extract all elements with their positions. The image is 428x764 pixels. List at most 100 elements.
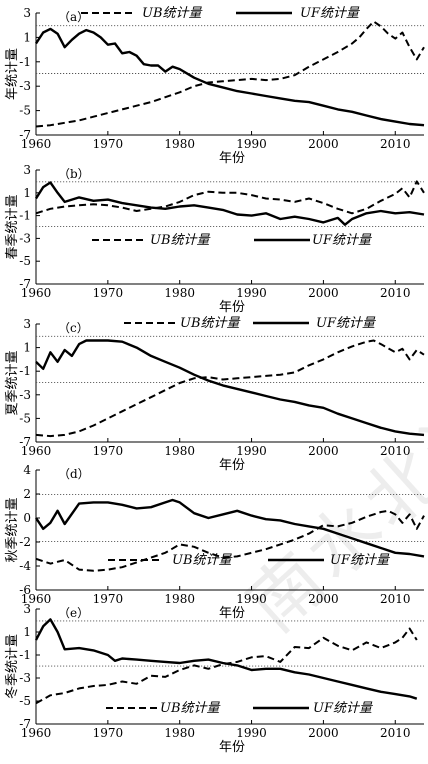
legend-uf-label: UF统计量 bbox=[330, 553, 391, 568]
panel-label: （c） bbox=[58, 321, 89, 335]
x-tick-label: 1970 bbox=[93, 444, 124, 458]
legend-ub-label: UB统计量 bbox=[142, 6, 204, 21]
panel-label: （b） bbox=[58, 167, 90, 181]
x-tick-label: 1980 bbox=[164, 726, 195, 740]
x-tick-label: 1990 bbox=[236, 137, 267, 151]
x-tick-label: 1990 bbox=[236, 444, 267, 458]
legend-ub-label: UB统计量 bbox=[172, 553, 234, 568]
y-tick-label: -1 bbox=[19, 648, 31, 662]
y-axis-label: 春季统计量 bbox=[5, 194, 20, 259]
y-tick-label: -3 bbox=[19, 671, 31, 685]
legend: UB统计量 UF统计量 bbox=[106, 701, 374, 716]
panel-label: （d） bbox=[58, 467, 90, 481]
x-axis-label: 年份 bbox=[219, 740, 245, 755]
x-tick-label: 1980 bbox=[164, 137, 195, 151]
y-tick-label: 1 bbox=[23, 186, 31, 200]
y-tick-label: 1 bbox=[23, 341, 31, 355]
y-tick-label: 2 bbox=[23, 487, 31, 501]
x-tick-label: 2010 bbox=[380, 444, 411, 458]
x-tick-label: 1970 bbox=[93, 137, 124, 151]
x-tick-label: 1960 bbox=[21, 137, 52, 151]
y-tick-label: 1 bbox=[23, 625, 31, 639]
x-tick-label: 2000 bbox=[308, 286, 339, 300]
x-tick-label: 2010 bbox=[380, 137, 411, 151]
y-tick-label: -2 bbox=[19, 535, 31, 549]
y-tick-label: -3 bbox=[19, 231, 31, 245]
y-tick-label: 3 bbox=[23, 6, 31, 20]
x-tick-label: 2010 bbox=[380, 592, 411, 606]
ub-series-line bbox=[35, 20, 425, 128]
y-tick-label: -7 bbox=[19, 277, 31, 291]
x-tick-label: 2000 bbox=[308, 444, 339, 458]
legend-ub-label: UB统计量 bbox=[160, 701, 222, 716]
legend: UB统计量 UF统计量 bbox=[81, 6, 361, 21]
x-axis-label: 年份 bbox=[219, 606, 245, 621]
x-tick-label: 1970 bbox=[93, 726, 124, 740]
ub-series-line bbox=[35, 627, 418, 705]
y-tick-label: -7 bbox=[19, 435, 31, 449]
panel-label: （e） bbox=[58, 606, 89, 620]
y-axis-label: 夏季统计量 bbox=[5, 350, 20, 415]
ub-series-line bbox=[35, 180, 425, 215]
x-tick-label: 1960 bbox=[21, 444, 52, 458]
y-axis-label: 年统计量 bbox=[5, 48, 20, 100]
x-axis-label: 年份 bbox=[219, 151, 245, 166]
y-tick-label: -5 bbox=[19, 104, 31, 118]
x-tick-label: 2010 bbox=[380, 286, 411, 300]
y-tick-label: -6 bbox=[19, 583, 31, 597]
y-axis-label: 冬季统计量 bbox=[4, 634, 20, 699]
x-tick-label: 1970 bbox=[93, 286, 124, 300]
y-tick-label: 4 bbox=[23, 463, 31, 477]
ub-series-line bbox=[35, 339, 425, 438]
y-tick-label: 3 bbox=[23, 602, 31, 616]
x-tick-label: 1980 bbox=[164, 286, 195, 300]
uf-series-line bbox=[35, 339, 425, 437]
x-tick-label: 1960 bbox=[21, 286, 52, 300]
y-tick-label: -5 bbox=[19, 694, 31, 708]
y-tick-label: -1 bbox=[19, 55, 31, 69]
x-axis-label: 年份 bbox=[219, 458, 245, 473]
x-tick-label: 1990 bbox=[236, 592, 267, 606]
y-tick-label: 3 bbox=[23, 163, 31, 177]
x-tick-label: 1990 bbox=[236, 286, 267, 300]
x-axis-label: 年份 bbox=[219, 300, 245, 315]
y-tick-label: -5 bbox=[19, 411, 31, 425]
x-tick-label: 2000 bbox=[308, 137, 339, 151]
y-tick-label: -4 bbox=[19, 559, 31, 573]
legend-uf-label: UF统计量 bbox=[312, 233, 373, 248]
legend-ub-label: UB统计量 bbox=[180, 316, 242, 331]
uf-series-line bbox=[34, 618, 418, 700]
uf-series-line bbox=[35, 498, 425, 558]
y-tick-label: 1 bbox=[23, 30, 31, 44]
legend: UB统计量 UF统计量 bbox=[92, 233, 373, 248]
y-tick-label: -7 bbox=[19, 717, 31, 731]
legend-uf-label: UF统计量 bbox=[300, 6, 361, 21]
y-tick-label: -3 bbox=[19, 388, 31, 402]
legend: UB统计量 UF统计量 bbox=[108, 553, 391, 568]
x-tick-label: 1970 bbox=[93, 592, 124, 606]
y-tick-label: -1 bbox=[19, 209, 31, 223]
y-axis-label: 秋季统计量 bbox=[5, 497, 20, 562]
x-tick-label: 2000 bbox=[308, 592, 339, 606]
y-tick-label: -7 bbox=[19, 128, 31, 142]
y-tick-label: -5 bbox=[19, 254, 31, 268]
x-tick-label: 1980 bbox=[164, 444, 195, 458]
y-tick-label: 0 bbox=[23, 511, 31, 525]
y-tick-label: -3 bbox=[19, 79, 31, 93]
y-tick-label: 3 bbox=[23, 317, 31, 331]
legend-ub-label: UB统计量 bbox=[150, 233, 212, 248]
legend-uf-label: UF统计量 bbox=[313, 701, 374, 716]
x-tick-label: 1990 bbox=[236, 726, 267, 740]
legend-uf-label: UF统计量 bbox=[316, 316, 377, 331]
uf-series-line bbox=[34, 181, 425, 226]
x-tick-label: 2000 bbox=[308, 726, 339, 740]
x-tick-label: 1980 bbox=[164, 592, 195, 606]
y-tick-label: -1 bbox=[19, 364, 31, 378]
x-tick-label: 1960 bbox=[21, 592, 52, 606]
